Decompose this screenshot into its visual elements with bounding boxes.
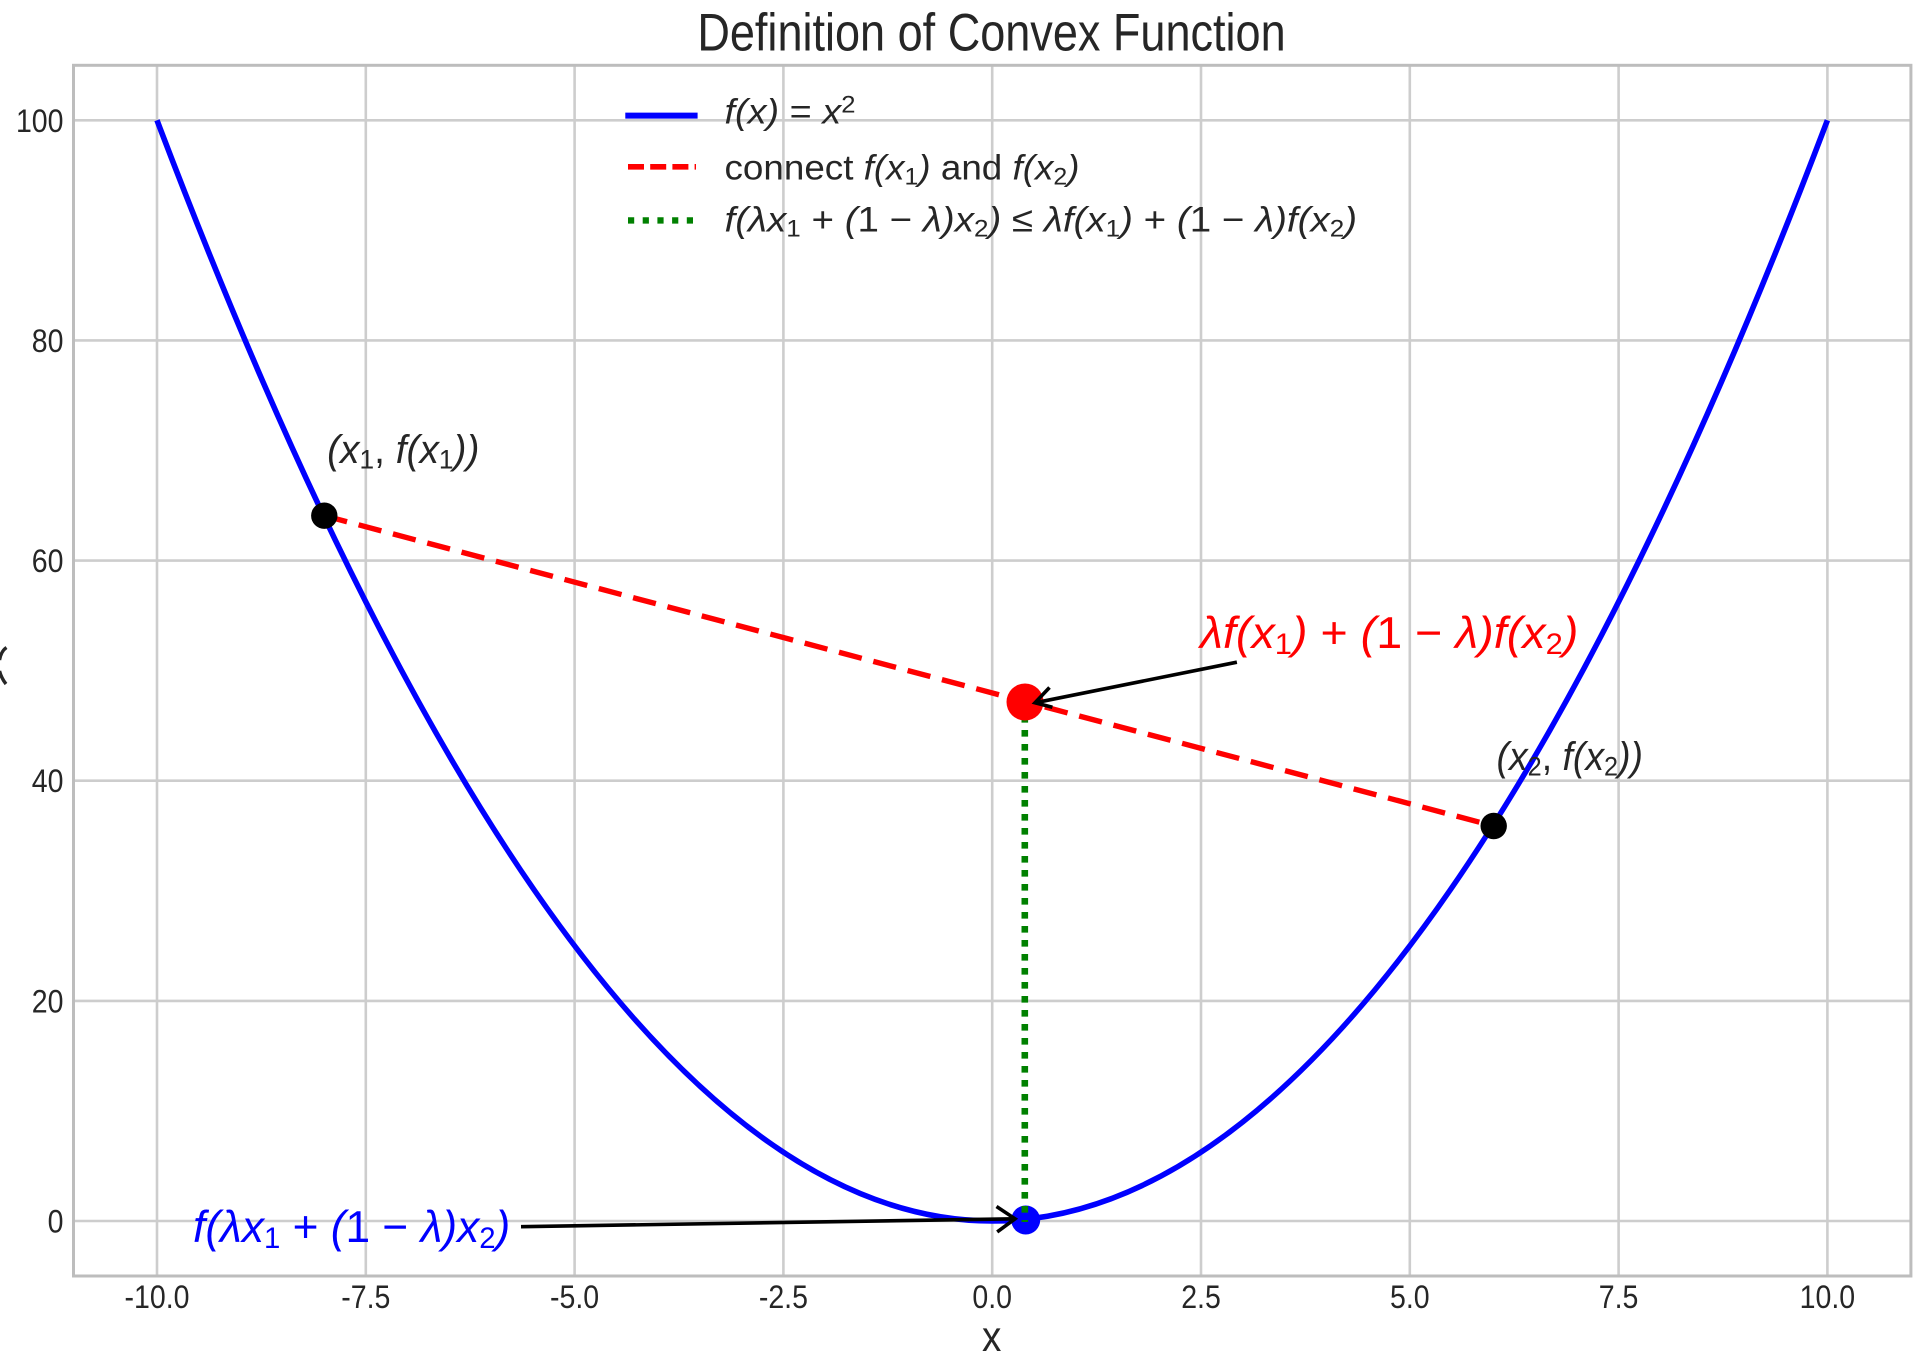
svg-text:80: 80 <box>32 323 64 359</box>
svg-text:(x1, f(x1)): (x1, f(x1)) <box>327 428 479 475</box>
svg-text:-10.0: -10.0 <box>125 1279 190 1315</box>
svg-text:-2.5: -2.5 <box>759 1279 808 1315</box>
svg-text:(x2, f(x2)): (x2, f(x2)) <box>1497 735 1644 782</box>
svg-text:Definition of Convex Function: Definition of Convex Function <box>697 3 1285 62</box>
svg-text:5.0: 5.0 <box>1390 1279 1430 1315</box>
svg-text:100: 100 <box>16 103 64 139</box>
svg-text:40: 40 <box>32 764 64 800</box>
svg-text:-5.0: -5.0 <box>550 1279 599 1315</box>
svg-text:f(x) = x2: f(x) = x2 <box>725 92 856 132</box>
svg-text:λf(x1) + (1 − λ)f(x2): λf(x1) + (1 − λ)f(x2) <box>1197 608 1578 661</box>
svg-text:7.5: 7.5 <box>1599 1279 1639 1315</box>
svg-text:f(λx1 + (1 − λ)x2): f(λx1 + (1 − λ)x2) <box>193 1203 510 1255</box>
svg-text:f(λx1 + (1 − λ)x2) ≤ λf(x1) +: f(λx1 + (1 − λ)x2) ≤ λf(x1) + (1 − λ)f(x… <box>725 199 1358 242</box>
svg-text:0.0: 0.0 <box>972 1279 1012 1315</box>
svg-text:x: x <box>982 1312 1001 1360</box>
svg-text:2.5: 2.5 <box>1181 1279 1221 1315</box>
svg-text:60: 60 <box>32 543 64 579</box>
svg-text:connect f(x1) and f(x2): connect f(x1) and f(x2) <box>725 147 1080 190</box>
svg-text:-7.5: -7.5 <box>341 1279 390 1315</box>
svg-text:20: 20 <box>32 984 64 1020</box>
svg-text:10.0: 10.0 <box>1800 1279 1855 1315</box>
svg-text:0: 0 <box>48 1204 64 1240</box>
